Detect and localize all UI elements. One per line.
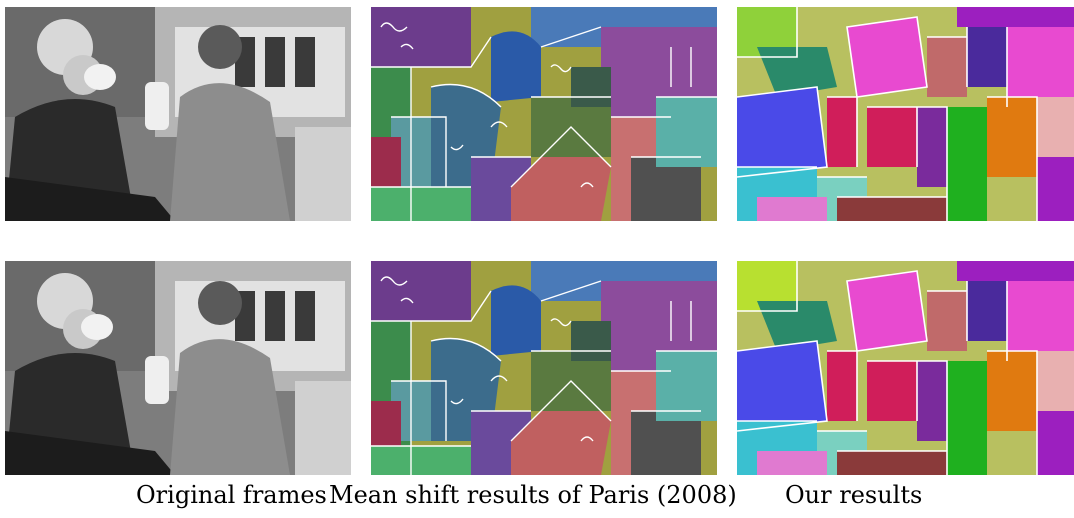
our-result-frame-1: [737, 7, 1074, 221]
original-frame-1: [5, 7, 351, 221]
our-result-frame-2-image: [737, 261, 1074, 475]
mean-shift-frame-1-image: [371, 7, 717, 221]
caption-original-frames: Original frames: [136, 481, 327, 509]
caption-our-results: Our results: [785, 481, 923, 509]
original-frame-2: [5, 261, 351, 475]
mean-shift-frame-2: [371, 261, 717, 475]
our-result-frame-1-image: [737, 7, 1074, 221]
original-frame-1-image: [5, 7, 351, 221]
mean-shift-frame-2-image: [371, 261, 717, 475]
original-frame-2-image: [5, 261, 351, 475]
caption-mean-shift-results: Mean shift results of Paris (2008): [329, 481, 737, 509]
our-result-frame-2: [737, 261, 1074, 475]
mean-shift-frame-1: [371, 7, 717, 221]
